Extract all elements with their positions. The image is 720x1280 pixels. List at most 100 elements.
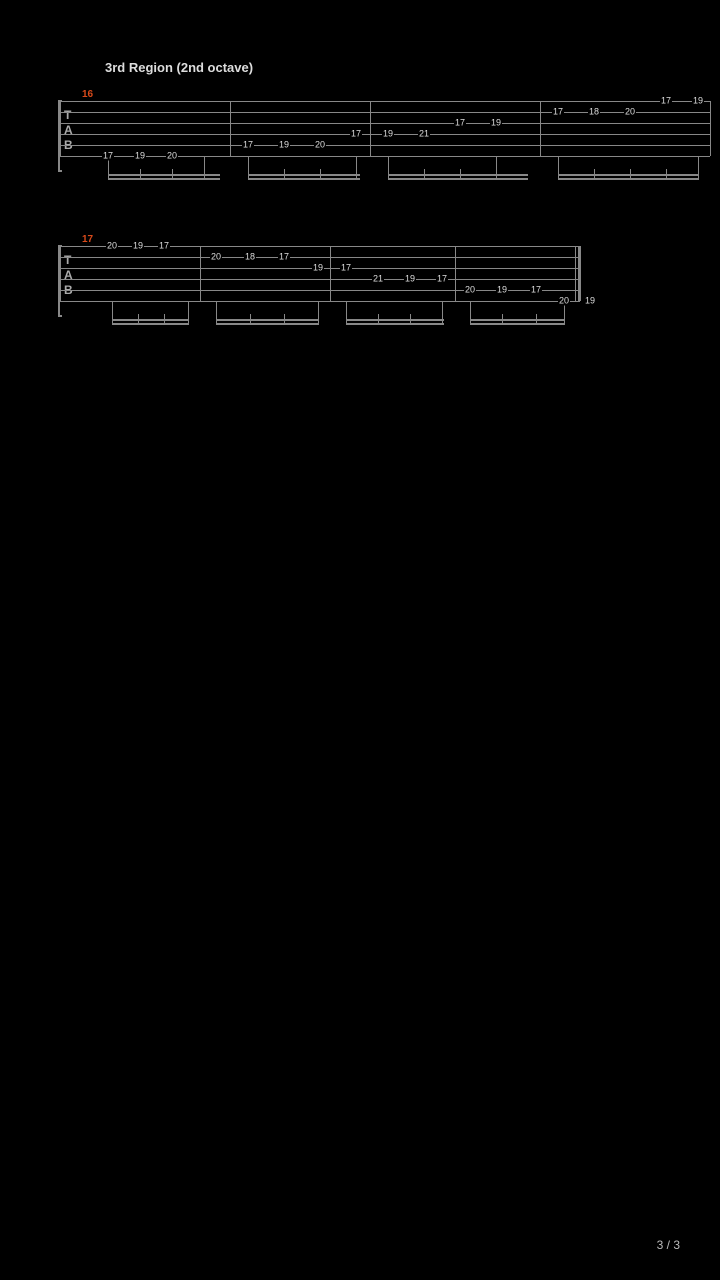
note-stem: [188, 301, 189, 325]
note-stem: [594, 169, 595, 180]
measure-number: 16: [82, 89, 93, 100]
barline: [200, 246, 201, 301]
beam: [388, 174, 528, 176]
fret-number: 17: [530, 286, 542, 295]
note-stem: [112, 301, 113, 325]
fret-number: 19: [278, 141, 290, 150]
note-stem: [318, 301, 319, 325]
fret-number: 19: [312, 264, 324, 273]
svg-text:T: T: [64, 108, 72, 122]
barline: [230, 101, 231, 156]
note-stem: [666, 169, 667, 180]
note-stem: [378, 314, 379, 325]
note-stem: [250, 314, 251, 325]
fret-number: 17: [340, 264, 352, 273]
measure-number: 17: [82, 234, 93, 245]
fret-number: 17: [350, 130, 362, 139]
note-stem: [140, 169, 141, 180]
note-stem: [284, 169, 285, 180]
note-stem: [558, 156, 559, 180]
note-stem: [630, 169, 631, 180]
note-stem: [172, 169, 173, 180]
note-stem: [410, 314, 411, 325]
note-stem: [424, 169, 425, 180]
note-stem: [536, 314, 537, 325]
fret-number: 19: [692, 97, 704, 106]
note-stem: [320, 169, 321, 180]
beam: [470, 323, 564, 325]
string-line: [60, 257, 580, 258]
fret-number: 20: [210, 253, 222, 262]
note-stem: [496, 156, 497, 180]
note-stem: [502, 314, 503, 325]
note-stem: [346, 301, 347, 325]
note-stem: [470, 301, 471, 325]
fret-number: 21: [372, 275, 384, 284]
fret-number: 17: [660, 97, 672, 106]
barline: [710, 101, 711, 156]
beam: [248, 178, 360, 180]
section-title: 3rd Region (2nd octave): [105, 60, 680, 75]
beam: [470, 319, 564, 321]
note-stem: [248, 156, 249, 180]
note-stem: [460, 169, 461, 180]
fret-number: 21: [418, 130, 430, 139]
string-line: [60, 112, 710, 113]
note-stem: [356, 156, 357, 180]
fret-number: 17: [552, 108, 564, 117]
beam: [346, 319, 444, 321]
fret-number: 19: [134, 152, 146, 161]
fret-number: 20: [464, 286, 476, 295]
note-stem: [442, 301, 443, 325]
fret-number: 20: [558, 297, 570, 306]
barline: [60, 246, 61, 301]
fret-number: 19: [132, 242, 144, 251]
note-stem: [138, 314, 139, 325]
tab-system-2: 17 T A B 2019172018171917211917201917201…: [40, 238, 680, 338]
fret-number: 20: [624, 108, 636, 117]
tab-clef: T A B: [64, 101, 78, 156]
tab-system-1: 16 T A B 1719201719201719211719171820171…: [40, 93, 680, 193]
fret-number: 17: [454, 119, 466, 128]
string-line: [60, 279, 580, 280]
fret-number: 17: [158, 242, 170, 251]
fret-number: 19: [496, 286, 508, 295]
barline: [60, 101, 61, 156]
beam: [216, 323, 318, 325]
fret-number: 17: [242, 141, 254, 150]
note-stem: [698, 156, 699, 180]
beam: [388, 178, 528, 180]
end-barline: [575, 246, 580, 301]
fret-number: 17: [436, 275, 448, 284]
svg-text:T: T: [64, 253, 72, 267]
string-line: [60, 156, 710, 157]
fret-number: 20: [314, 141, 326, 150]
note-stem: [388, 156, 389, 180]
barline: [370, 101, 371, 156]
fret-number: 20: [166, 152, 178, 161]
tab-clef: T A B: [64, 246, 78, 301]
note-stem: [216, 301, 217, 325]
beam: [248, 174, 360, 176]
beam: [112, 319, 188, 321]
string-line: [60, 123, 710, 124]
fret-number: 18: [244, 253, 256, 262]
barline: [540, 101, 541, 156]
barline: [455, 246, 456, 301]
fret-number: 17: [278, 253, 290, 262]
fret-number: 17: [102, 152, 114, 161]
barline: [330, 246, 331, 301]
beam: [558, 178, 698, 180]
fret-number: 18: [588, 108, 600, 117]
note-stem: [284, 314, 285, 325]
string-line: [60, 101, 710, 102]
fret-number: 19: [382, 130, 394, 139]
beam: [216, 319, 318, 321]
fret-number: 19: [584, 297, 596, 306]
beam: [558, 174, 698, 176]
page-number: 3 / 3: [657, 1238, 680, 1252]
fret-number: 20: [106, 242, 118, 251]
string-line: [60, 301, 580, 302]
note-stem: [204, 156, 205, 180]
beam: [112, 323, 188, 325]
